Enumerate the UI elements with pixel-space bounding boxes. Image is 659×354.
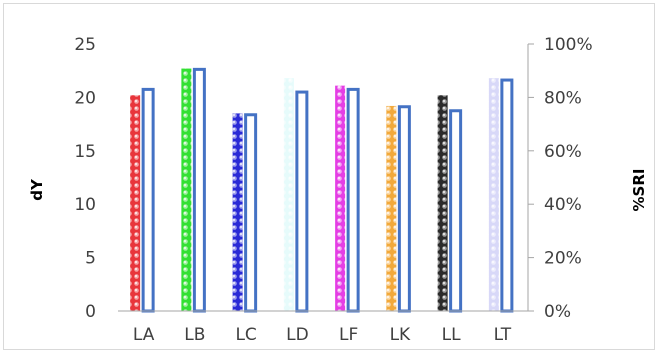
y-left-axis-title: dY [28, 178, 46, 201]
bar-sri-lt [500, 78, 514, 313]
bar-dy-la [130, 95, 141, 311]
x-tick-label: LB [184, 325, 205, 345]
x-tick-label: LA [133, 325, 155, 345]
bar-sri-ld [295, 90, 309, 313]
bar-dy-ll [437, 95, 448, 311]
bar-sri-lk [397, 105, 411, 313]
y-right-tick-label: 60% [544, 142, 582, 162]
x-tick-label: LC [235, 325, 256, 345]
bar-dy-lk [386, 105, 397, 311]
bar-sri-lf [346, 87, 360, 313]
y-right-tick-label: 80% [544, 88, 582, 108]
y-left-tick-label: 20 [74, 88, 96, 108]
y-left-tick-label: 0 [85, 302, 96, 322]
bar-sri-la [141, 87, 155, 313]
bar-dy-lt [488, 78, 499, 312]
y-right-tick-label: 40% [544, 195, 582, 215]
x-tick-label: LD [286, 325, 309, 345]
y-right-tick-label: 20% [544, 249, 582, 269]
x-tick-label: LF [339, 325, 358, 345]
bars-layer [130, 67, 514, 313]
chart-frame [3, 3, 655, 350]
y-right-tick-label: 100% [544, 35, 593, 55]
y-left-tick-label: 5 [85, 249, 96, 269]
bar-sri-lb [192, 67, 206, 313]
bar-dy-ld [283, 78, 294, 312]
bar-sri-lc [244, 113, 258, 313]
bar-sri-ll [449, 109, 463, 313]
y-left-tick-label: 15 [74, 142, 96, 162]
y-right-tick-label: 0% [544, 302, 571, 322]
x-tick-label: LK [390, 325, 411, 345]
y-left-tick-label: 10 [74, 195, 96, 215]
bar-dy-lf [335, 85, 346, 311]
bar-dy-lb [181, 68, 192, 312]
bar-dy-lc [232, 113, 243, 311]
y-left-tick-label: 25 [74, 35, 96, 55]
x-tick-label: LT [494, 325, 512, 345]
x-tick-label: LL [442, 325, 461, 345]
y-right-axis-title: %SRI [630, 169, 648, 212]
axes-layer: LA LB LC LD LF LK LL LT 0 5 10 15 20 25 0% 20% 40% 60% 80%… [74, 35, 592, 345]
